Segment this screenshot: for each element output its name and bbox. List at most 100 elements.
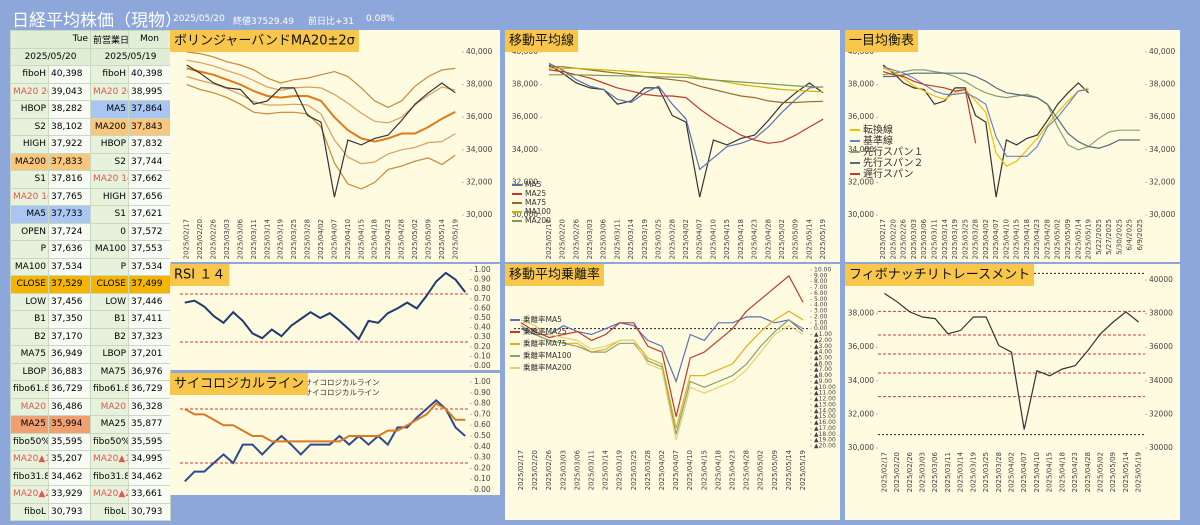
- row-value: 37,411: [128, 310, 171, 329]
- x-tick-label: 2025/04/18: [714, 450, 722, 490]
- series-line: [186, 51, 456, 109]
- x-tick-label: 2025/03/14: [263, 218, 271, 259]
- x-tick-label: 2025/04/15: [723, 219, 731, 259]
- row-value: 30,793: [48, 502, 91, 521]
- x-tick-label: 2025/05/14: [805, 218, 813, 259]
- close: 終値37529.49: [233, 17, 294, 27]
- y-tick-label: 36,000: [466, 112, 492, 121]
- table-row: LBOP 36,883 MA75 36,976: [10, 362, 171, 381]
- x-tick-label: 2025/05/19: [1135, 452, 1143, 492]
- panel-title: フィボナッチリトレースメント: [849, 268, 1030, 283]
- y-tick-label: ▲14.00: [814, 407, 836, 414]
- x-tick-label: 2025/03/03: [919, 452, 927, 492]
- table-row: MA20 36,486 MA20 36,328: [10, 397, 171, 416]
- series-line: [186, 84, 456, 190]
- y-tick-label: 0.20: [474, 342, 491, 351]
- row-value: 35,877: [128, 415, 171, 434]
- x-tick-label: 2025/04/07: [330, 219, 338, 259]
- x-tick-label: 2025/03/19: [641, 219, 649, 259]
- x-tick-label: 2025/05/02: [778, 219, 786, 259]
- y-tick-label: 34,000: [512, 145, 538, 154]
- series-line: [520, 274, 804, 417]
- x-tick-label: 2025/04/23: [384, 219, 392, 259]
- y-tick-label: 0.40: [474, 442, 491, 451]
- x-tick-label: 2025/03/11: [250, 219, 258, 259]
- legend-label: MA5: [525, 180, 542, 189]
- x-tick-label: 2025/04/23: [751, 219, 759, 259]
- y-tick-label: ▲6.00: [814, 360, 832, 367]
- x-tick-label: 2025/02/26: [906, 451, 914, 492]
- pct: 0.08%: [366, 14, 395, 24]
- y-tick-label: ▲10.00: [814, 384, 836, 391]
- x-tick-label: 2025/04/23: [728, 450, 736, 490]
- series-line: [186, 64, 456, 198]
- x-tick-label: 2025/04/02: [658, 450, 666, 490]
- series-line: [520, 319, 804, 441]
- x-tick-label: 2025/02/17: [183, 219, 191, 259]
- row-value: 38,102: [48, 117, 91, 136]
- y-tick-label: 30,000: [466, 210, 492, 219]
- legend-label: 乗離率MA75: [523, 338, 567, 348]
- y-tick-label: 3.00: [814, 308, 828, 315]
- row-value: 35,595: [48, 432, 91, 451]
- legend-label: 先行スパン１: [863, 145, 924, 158]
- table-row: fiboH 40,398 fiboH 40,398: [10, 65, 171, 84]
- row-value: 37,201: [128, 345, 171, 364]
- x-tick-label: 2025/05/19: [1085, 219, 1093, 259]
- x-tick-label: 2025/05/09: [424, 219, 432, 259]
- y-tick-label: 32,000: [1149, 177, 1175, 186]
- panel-title-bg: [170, 30, 359, 52]
- x-tick-label: 5/27/2025: [1105, 219, 1113, 255]
- row-value: 37,724: [48, 222, 91, 241]
- row-value: 37,534: [48, 257, 91, 276]
- row-label: MA25: [10, 415, 49, 434]
- x-tick-label: 2025/04/02: [1008, 452, 1016, 492]
- x-tick-label: 2025/04/18: [1023, 219, 1031, 259]
- panel-title-bg: [505, 30, 579, 52]
- y-tick-label: 34,000: [466, 145, 492, 154]
- x-tick-label: 2025/04/10: [709, 219, 717, 259]
- panel: [170, 30, 500, 262]
- y-tick-label: 0.90: [474, 388, 491, 397]
- y-tick-label: 0.50: [474, 431, 491, 440]
- series-line: [548, 62, 824, 171]
- y-tick-label: 8.00: [814, 278, 828, 285]
- y-tick-label: 34,000: [1149, 145, 1175, 154]
- x-tick-label: 2025/05/14: [1122, 451, 1130, 492]
- x-tick-label: 6/4/2025: [1126, 219, 1134, 250]
- row-value: 36,976: [128, 362, 171, 381]
- x-tick-label: 2025/03/14: [957, 451, 965, 492]
- row-value: 35,207: [48, 450, 91, 469]
- legend-label: 20サイコロジカルライン: [295, 388, 380, 397]
- legend-label: 乗離率MA200: [523, 362, 572, 372]
- y-tick-label: ▲7.00: [814, 366, 832, 373]
- legend-label: 遅行スパン: [863, 167, 914, 180]
- date: 2025/05/20: [10, 47, 91, 66]
- x-tick-label: 2025/03/06: [236, 218, 244, 259]
- x-tick-label: 2025/03/06: [931, 451, 939, 492]
- row-value: 37,733: [48, 205, 91, 224]
- y-tick-label: 5.00: [814, 296, 828, 303]
- panel-title: ボリンジャーバンドMA20±2σ: [174, 34, 355, 49]
- x-tick-label: 2025/03/06: [920, 218, 928, 259]
- y-tick-label: 36000: [1149, 342, 1173, 351]
- y-tick-label: 36,000: [848, 342, 874, 351]
- x-tick-label: 2025/04/28: [1084, 452, 1092, 492]
- x-tick-label: 2025/03/14: [602, 449, 610, 490]
- y-tick-label: 40000: [1149, 275, 1173, 284]
- panel-title-bg: [845, 264, 1035, 286]
- row-value: 33,661: [128, 485, 171, 504]
- y-tick-label: 40,000: [1149, 47, 1175, 56]
- series-line: [882, 71, 977, 144]
- y-tick-label: 34,000: [848, 145, 874, 154]
- x-tick-label: 2025/03/28: [668, 219, 676, 259]
- x-tick-label: 2025/04/18: [371, 219, 379, 259]
- x-tick-label: 2025/04/10: [686, 450, 694, 490]
- series-line: [548, 74, 824, 88]
- y-tick-label: 4.00: [814, 302, 828, 309]
- row-value: 37,922: [48, 135, 91, 154]
- y-tick-label: 0.80: [474, 399, 491, 408]
- row-label: MA200: [10, 152, 49, 171]
- series-line: [548, 66, 824, 104]
